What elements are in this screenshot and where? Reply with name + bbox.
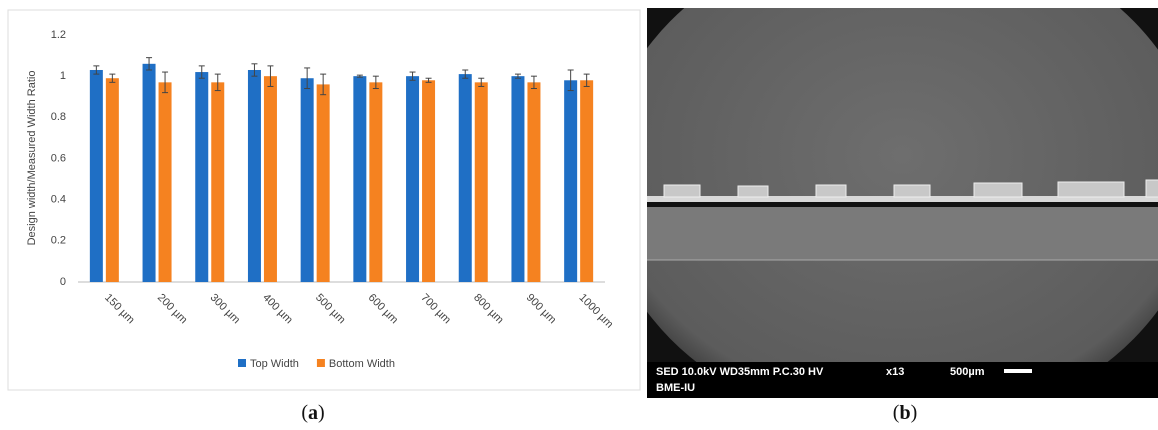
sem-scale-bar — [1004, 369, 1032, 373]
bar — [105, 78, 119, 282]
sem-image — [647, 8, 1158, 398]
bar — [300, 78, 314, 282]
sem-scale: 500µm — [950, 366, 985, 378]
bar — [369, 82, 383, 282]
sem-magnification: x13 — [886, 366, 904, 378]
bar — [247, 69, 261, 282]
sem-gap — [647, 202, 1158, 207]
sem-strip — [647, 207, 1158, 260]
y-tick-label: 1.2 — [51, 29, 66, 41]
legend-label: Bottom Width — [329, 358, 395, 370]
bar — [406, 76, 420, 283]
panel-letter: a — [308, 402, 318, 424]
bar — [527, 82, 541, 282]
bar — [263, 76, 277, 283]
sem-info: SED 10.0kV WD35mm P.C.30 HV — [656, 366, 824, 378]
bar — [195, 72, 209, 282]
y-tick-label: 0.6 — [51, 152, 66, 164]
legend-swatch — [316, 359, 325, 367]
bar — [474, 82, 488, 282]
bar — [353, 76, 367, 283]
y-tick-label: 0.4 — [51, 194, 66, 206]
y-tick-label: 0.8 — [51, 111, 66, 123]
sem-info-bar — [647, 362, 1158, 398]
sem-edge — [647, 196, 1158, 202]
bar — [142, 63, 156, 282]
sem-lab: BME-IU — [656, 382, 695, 394]
bar — [211, 82, 225, 282]
bar — [580, 80, 594, 283]
legend-label: Top Width — [250, 358, 299, 370]
panel-letter: b — [899, 402, 910, 424]
y-tick-label: 1 — [60, 70, 66, 82]
y-axis-label: Design width/Measured Width Ratio — [26, 71, 38, 246]
legend-swatch — [238, 359, 246, 367]
panel-label: (a) — [301, 402, 324, 424]
bar — [316, 84, 330, 283]
sem-features — [663, 179, 1158, 198]
bar — [158, 82, 172, 282]
bar — [422, 80, 436, 283]
y-tick-label: 0 — [60, 276, 66, 288]
panel-label: (b) — [893, 402, 917, 424]
y-tick-label: 0.2 — [51, 235, 66, 247]
bar — [458, 74, 472, 282]
bar — [89, 69, 103, 282]
bar — [511, 76, 525, 283]
bar — [564, 80, 578, 283]
